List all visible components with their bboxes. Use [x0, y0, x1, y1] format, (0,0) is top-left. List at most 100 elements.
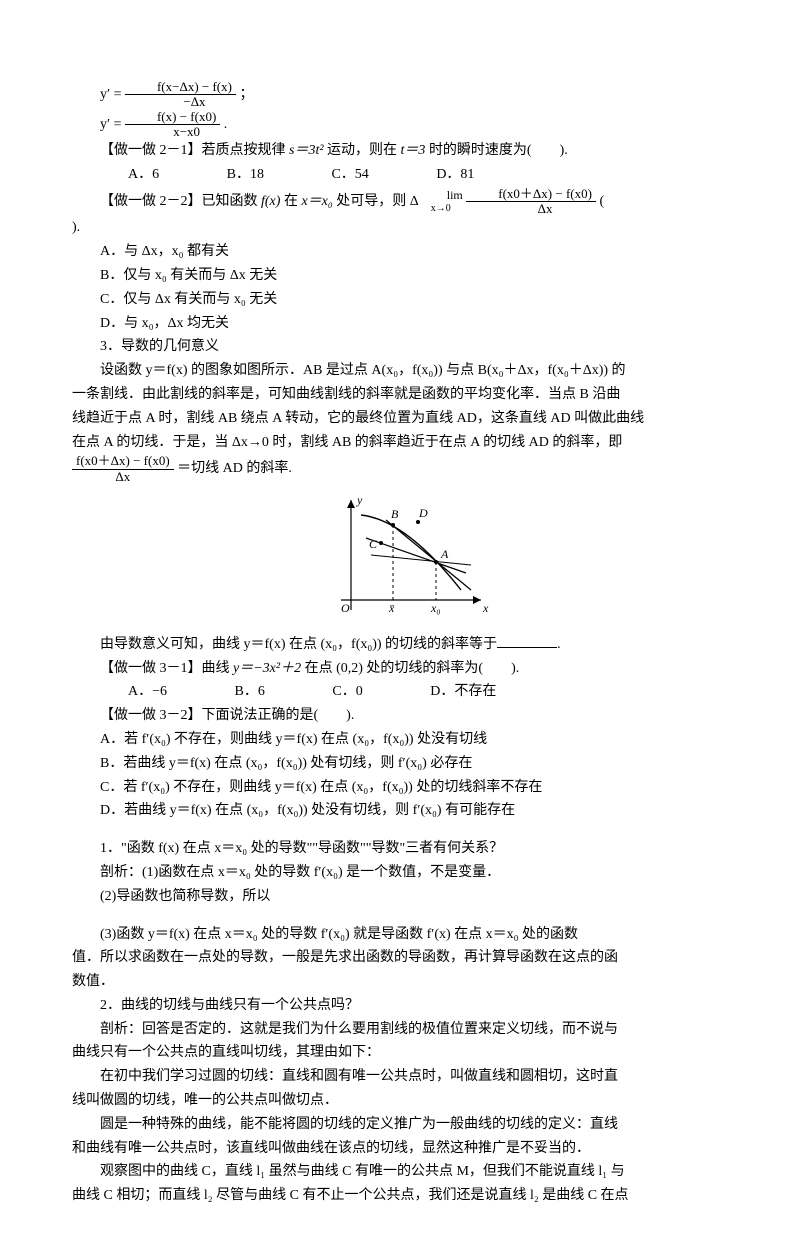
eq1-num: f(x−Δx) − f(x): [125, 80, 236, 95]
q31-opt-b: B．6: [207, 680, 265, 704]
question-3-2: 【做一做 3－2】下面说法正确的是( ).: [72, 704, 740, 728]
eq1-den: −Δx: [125, 95, 236, 109]
q31-options: A．−6 B．6 C．0 D．不存在: [72, 680, 740, 704]
q22-opt-c: C．仅与 Δx 有关而与 x₀ 无关: [72, 288, 740, 312]
q22-opt-a: A．与 Δx，x₀ 都有关: [72, 240, 740, 264]
label-xbar: x̄: [388, 601, 395, 615]
eq2-lhs: y′ =: [100, 117, 121, 132]
after-figure: 由导数意义可知，曲线 y＝f(x) 在点 (x₀，f(x₀)) 的切线的斜率等于…: [72, 633, 740, 657]
label-x: x: [482, 601, 489, 615]
spacer: [72, 823, 740, 837]
q21-mid: 运动，则在: [324, 143, 401, 158]
label-o: O: [341, 601, 350, 615]
disc2-p3a: 圆是一种特殊的曲线，能不能将圆的切线的定义推广为一般曲线的切线的定义：直线: [72, 1113, 740, 1137]
label-b: B: [391, 507, 399, 521]
disc1-p3b: 值．所以求函数在一点处的导数，一般是先求出函数的导函数，再计算导函数在这点的函: [72, 946, 740, 970]
eq2-num: f(x) − f(x0): [125, 110, 220, 125]
label-d: D: [418, 506, 428, 520]
spacer2: [72, 909, 740, 923]
q22-mid1: 在: [280, 194, 301, 209]
tangent-figure: O x y x̄ x₀ A B C D: [72, 490, 740, 629]
question-2-2: 【做一做 2－2】已知函数 f(x) 在 x＝x₀ 处可导，则 Δlimx→0 …: [72, 187, 740, 217]
disc1-p3c: 数值．: [72, 970, 740, 994]
q22-tail: (: [599, 194, 604, 209]
disc1-p2: (2)导函数也简称导数，所以: [72, 885, 740, 909]
q32-opt-b: B．若曲线 y＝f(x) 在点 (x₀，f(x₀)) 处有切线，则 f′(x₀)…: [72, 752, 740, 776]
equation-1: y′ = f(x−Δx) − f(x) −Δx ；: [72, 80, 740, 110]
sec3-frac-den: Δx: [72, 470, 174, 484]
disc1-p1: 剖析：(1)函数在点 x＝x₀ 处的导数 f′(x₀) 是一个数值，不是变量．: [72, 861, 740, 885]
q21-opt-c: C．54: [303, 163, 368, 187]
x-arrow-icon: [473, 596, 481, 604]
sec3-p1d: 在点 A 的切线．于是，当 Δx→0 时，割线 AB 的斜率趋近于在点 A 的切…: [72, 431, 740, 455]
disc2-p3b: 和曲线有唯一公共点时，该直线叫做曲线在该点的切线，显然这种推广是不妥当的．: [72, 1137, 740, 1161]
q22-frac: f(x0＋Δx) − f(x0) Δx: [466, 187, 596, 217]
label-a: A: [440, 547, 449, 561]
section-3-title: 3．导数的几何意义: [72, 335, 740, 359]
disc1-p3a: (3)函数 y＝f(x) 在点 x＝x₀ 处的导数 f′(x₀) 就是导函数 f…: [72, 923, 740, 947]
eq2-tail: .: [224, 117, 228, 132]
disc2-p1a: 剖析：回答是否定的．这就是我们为什么要用割线的极值位置来定义切线，而不说与: [72, 1018, 740, 1042]
q21-t: t＝3: [401, 143, 426, 158]
q31-opt-c: C．0: [304, 680, 362, 704]
sec3-p1c: 线趋近于点 A 时，割线 AB 绕点 A 转动，它的最终位置为直线 AD，这条直…: [72, 407, 740, 431]
sec3-frac-line: f(x0＋Δx) − f(x0) Δx ＝切线 AD 的斜率.: [72, 454, 740, 484]
q22-opt-d: D．与 x₀，Δx 均无关: [72, 312, 740, 336]
sec3-p1e: ＝切线 AD 的斜率.: [177, 461, 292, 476]
q31-opt-a: A．−6: [100, 680, 167, 704]
sec3-frac: f(x0＋Δx) − f(x0) Δx: [72, 454, 174, 484]
q21-opt-d: D．81: [408, 163, 474, 187]
eq2-den: x−x0: [125, 125, 220, 139]
q21-options: A．6 B．18 C．54 D．81: [72, 163, 740, 187]
q32-opt-a: A．若 f′(x₀) 不存在，则曲线 y＝f(x) 在点 (x₀，f(x₀)) …: [72, 728, 740, 752]
sec3-p1a: 设函数 y＝f(x) 的图象如图所示．AB 是过点 A(x₀，f(x₀)) 与点…: [72, 359, 740, 383]
aftfig-tail: .: [557, 637, 561, 652]
q32-opt-c: C．若 f′(x₀) 不存在，则曲线 y＝f(x) 在点 (x₀，f(x₀)) …: [72, 776, 740, 800]
eq1-frac: f(x−Δx) − f(x) −Δx: [125, 80, 236, 110]
tangent-line: [386, 520, 471, 590]
lim-sub: x→0: [431, 203, 451, 214]
disc2-p2b: 线叫做圆的切线，唯一的公共点叫做切点．: [72, 1089, 740, 1113]
point-d: [416, 520, 420, 524]
sec3-frac-num: f(x0＋Δx) − f(x0): [72, 454, 174, 469]
label-c: C: [369, 537, 378, 551]
disc2-p2a: 在初中我们学习过圆的切线：直线和圆有唯一公共点时，叫做直线和圆相切，这时直: [72, 1065, 740, 1089]
lim-symbol: limx→0: [419, 189, 463, 214]
q22-close: ).: [72, 216, 740, 240]
y-arrow-icon: [347, 500, 355, 508]
secant-line-2: [371, 555, 471, 565]
eq1-lhs: y′ =: [100, 87, 121, 102]
disc2-p4a: 观察图中的曲线 C，直线 l₁ 虽然与曲线 C 有唯一的公共点 M，但我们不能说…: [72, 1160, 740, 1184]
lim-text: lim: [447, 188, 463, 202]
label-y: y: [356, 493, 363, 507]
q31-opt-d: D．不存在: [402, 680, 496, 704]
disc1-head: 1．"函数 f(x) 在点 x＝x₀ 处的导数""导函数""导数"三者有何关系？: [72, 837, 740, 861]
sec3-p1b: 一条割线．由此割线的斜率是，可知曲线割线的斜率就是函数的平均变化率．当点 B 沿…: [72, 383, 740, 407]
q21-suffix: 时的瞬时速度为( ).: [425, 143, 567, 158]
q22-fx: f(x): [261, 194, 280, 209]
eq2-frac: f(x) − f(x0) x−x0: [125, 110, 220, 140]
q21-formula: s＝3t²: [289, 143, 324, 158]
eq1-tail: ；: [239, 87, 253, 102]
q22-prefix: 【做一做 2－2】已知函数: [100, 194, 261, 209]
q22-num: f(x0＋Δx) − f(x0): [466, 187, 596, 202]
q32-opt-d: D．若曲线 y＝f(x) 在点 (x₀，f(x₀)) 处没有切线，则 f′(x₀…: [72, 799, 740, 823]
q21-prefix: 【做一做 2－1】若质点按规律: [100, 143, 289, 158]
disc2-p4b: 曲线 C 相切；而直线 l₂ 尽管与曲线 C 有不止一个公共点，我们还是说直线 …: [72, 1184, 740, 1208]
q22-mid2: 处可导，则 Δ: [333, 194, 419, 209]
q21-opt-a: A．6: [100, 163, 159, 187]
q22-opt-b: B．仅与 x₀ 有关而与 Δx 无关: [72, 264, 740, 288]
equation-2: y′ = f(x) − f(x0) x−x0 .: [72, 110, 740, 140]
q21-opt-b: B．18: [199, 163, 264, 187]
label-x0: x₀: [430, 601, 441, 615]
point-c: [379, 541, 383, 545]
aftfig-p: 由导数意义可知，曲线 y＝f(x) 在点 (x₀，f(x₀)) 的切线的斜率等于: [100, 637, 497, 652]
q31-mid: 在点 (0,2) 处的切线的斜率为( ).: [301, 661, 519, 676]
q31-prefix: 【做一做 3－1】曲线: [100, 661, 233, 676]
question-2-1: 【做一做 2－1】若质点按规律 s＝3t² 运动，则在 t＝3 时的瞬时速度为(…: [72, 139, 740, 163]
q31-fx: y＝−3x²＋2: [233, 661, 301, 676]
disc2-p1b: 曲线只有一个公共点的直线叫切线，其理由如下：: [72, 1041, 740, 1065]
blank-fill: [497, 633, 557, 648]
question-3-1: 【做一做 3－1】曲线 y＝−3x²＋2 在点 (0,2) 处的切线的斜率为( …: [72, 657, 740, 681]
q22-den: Δx: [466, 202, 596, 216]
